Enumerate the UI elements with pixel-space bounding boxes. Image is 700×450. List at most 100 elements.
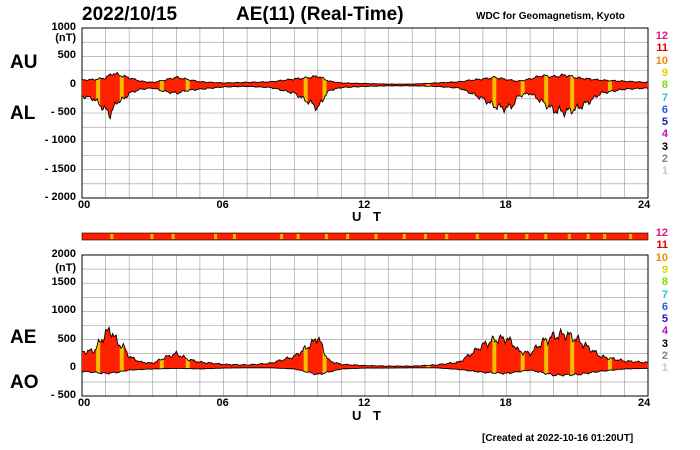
upper-al-line — [81, 85, 649, 120]
upper-level-band — [322, 72, 327, 119]
activity-strip-band — [150, 234, 154, 239]
created-timestamp: [Created at 2022-10-16 01:20UT] — [482, 433, 634, 444]
lower-y-tick-label: 0 — [69, 360, 76, 373]
lower-y-tick-label: 1500 — [51, 276, 76, 289]
activity-strip-band — [445, 234, 449, 239]
upper-y-tick-label: 0 — [69, 77, 76, 90]
lower-level-band — [570, 327, 575, 377]
date-label: 2022/10/15 — [82, 4, 178, 25]
lower-ao-line — [81, 367, 649, 377]
lower-legend-level-3: 3 — [661, 337, 668, 350]
activity-strip-band — [374, 234, 378, 239]
activity-strip-band — [110, 234, 114, 239]
upper-legend-level-3: 3 — [661, 140, 668, 153]
activity-strip-band — [504, 234, 508, 239]
upper-au-line — [81, 71, 649, 85]
lower-level-band — [303, 327, 308, 377]
activity-strip-band — [232, 234, 236, 239]
lower-y-tick-label: 1000 — [51, 304, 76, 317]
upper-x-tick-label: 06 — [216, 199, 229, 211]
upper-y-tick-label: 1000 — [51, 21, 76, 33]
au-label: AU — [10, 52, 38, 73]
al-label: AL — [10, 103, 36, 124]
lower-unit-label: (nT) — [55, 262, 76, 274]
upper-y-tick-label: 500 — [57, 49, 76, 62]
source-label: WDC for Geomagnetism, Kyoto — [476, 11, 625, 22]
activity-strip-band — [544, 234, 548, 239]
upper-x-tick-label: 18 — [499, 199, 512, 211]
upper-legend-level-1: 1 — [661, 165, 668, 178]
upper-y-tick-label: - 2000 — [44, 191, 76, 203]
lower-level-band — [119, 327, 124, 377]
upper-legend-level-2: 2 — [661, 153, 668, 165]
activity-strip-band — [629, 234, 633, 239]
ae-label: AE — [10, 327, 37, 348]
lower-legend-level-9: 9 — [661, 263, 668, 276]
activity-strip — [81, 232, 649, 241]
upper-legend-level-6: 6 — [661, 103, 668, 116]
ao-label: AO — [10, 372, 39, 393]
lower-level-band — [492, 327, 497, 377]
activity-strip-band — [296, 234, 300, 239]
activity-strip-band — [214, 234, 218, 239]
lower-legend-level-10: 10 — [655, 251, 668, 264]
activity-strip-band — [603, 234, 607, 239]
upper-legend-level-4: 4 — [661, 128, 668, 141]
lower-legend-level-5: 5 — [661, 313, 668, 326]
upper-unit-label: (nT) — [55, 32, 76, 44]
activity-strip-band — [525, 234, 529, 239]
activity-strip-band — [567, 234, 571, 239]
lower-legend-level-11: 11 — [656, 239, 668, 252]
upper-x-tick-label: 00 — [78, 199, 91, 211]
upper-level-band — [570, 72, 575, 119]
upper-level-band — [303, 72, 308, 119]
chart-title: AE(11) (Real-Time) — [236, 4, 404, 25]
lower-legend-level-8: 8 — [661, 276, 668, 289]
lower-x-tick-label: 00 — [78, 397, 91, 409]
activity-strip-band — [346, 234, 350, 239]
activity-strip-band — [280, 234, 284, 239]
upper-y-tick-label: - 500 — [50, 106, 76, 118]
lower-y-tick-label: - 500 — [50, 389, 76, 401]
upper-y-tick-label: - 1000 — [44, 134, 76, 147]
activity-strip-band — [475, 234, 479, 239]
lower-y-tick-label: 500 — [57, 332, 76, 345]
lower-activity-area — [82, 327, 648, 377]
activity-strip-band — [402, 234, 406, 239]
lower-legend-level-7: 7 — [661, 288, 668, 301]
lower-y-tick-label: 2000 — [51, 248, 76, 260]
lower-x-axis-label: U T — [352, 408, 385, 423]
upper-level-band — [544, 72, 549, 119]
upper-plot-frame — [81, 27, 649, 199]
activity-strip-band — [586, 234, 590, 239]
activity-strip-band — [423, 234, 427, 239]
lower-legend-level-1: 1 — [661, 362, 668, 375]
upper-legend-level-10: 10 — [655, 54, 668, 67]
lower-legend-level-4: 4 — [661, 325, 668, 338]
lower-level-band — [544, 327, 549, 377]
activity-strip-band — [324, 234, 328, 239]
upper-legend-level-7: 7 — [661, 91, 668, 104]
lower-legend-level-6: 6 — [661, 300, 668, 313]
upper-legend-level-8: 8 — [661, 79, 668, 92]
lower-x-tick-label: 24 — [638, 397, 651, 409]
upper-legend-level-9: 9 — [661, 66, 668, 79]
lower-legend-level-12: 12 — [655, 227, 668, 239]
upper-legend-level-5: 5 — [661, 116, 668, 129]
upper-legend-level-11: 11 — [656, 42, 668, 55]
upper-level-band — [492, 72, 497, 119]
upper-level-band — [119, 72, 124, 119]
activity-strip-band — [171, 234, 175, 239]
upper-level-band — [96, 72, 101, 119]
lower-ae-line — [81, 325, 649, 367]
upper-x-axis-label: U T — [352, 209, 385, 224]
lower-level-band — [96, 327, 101, 377]
lower-x-tick-label: 06 — [216, 397, 229, 409]
lower-plot-frame — [81, 254, 649, 397]
lower-legend-level-2: 2 — [661, 350, 668, 362]
upper-legend-level-12: 12 — [655, 30, 668, 42]
upper-y-tick-label: - 1500 — [44, 162, 76, 175]
upper-x-tick-label: 12 — [358, 199, 371, 211]
lower-x-tick-label: 12 — [358, 397, 371, 409]
